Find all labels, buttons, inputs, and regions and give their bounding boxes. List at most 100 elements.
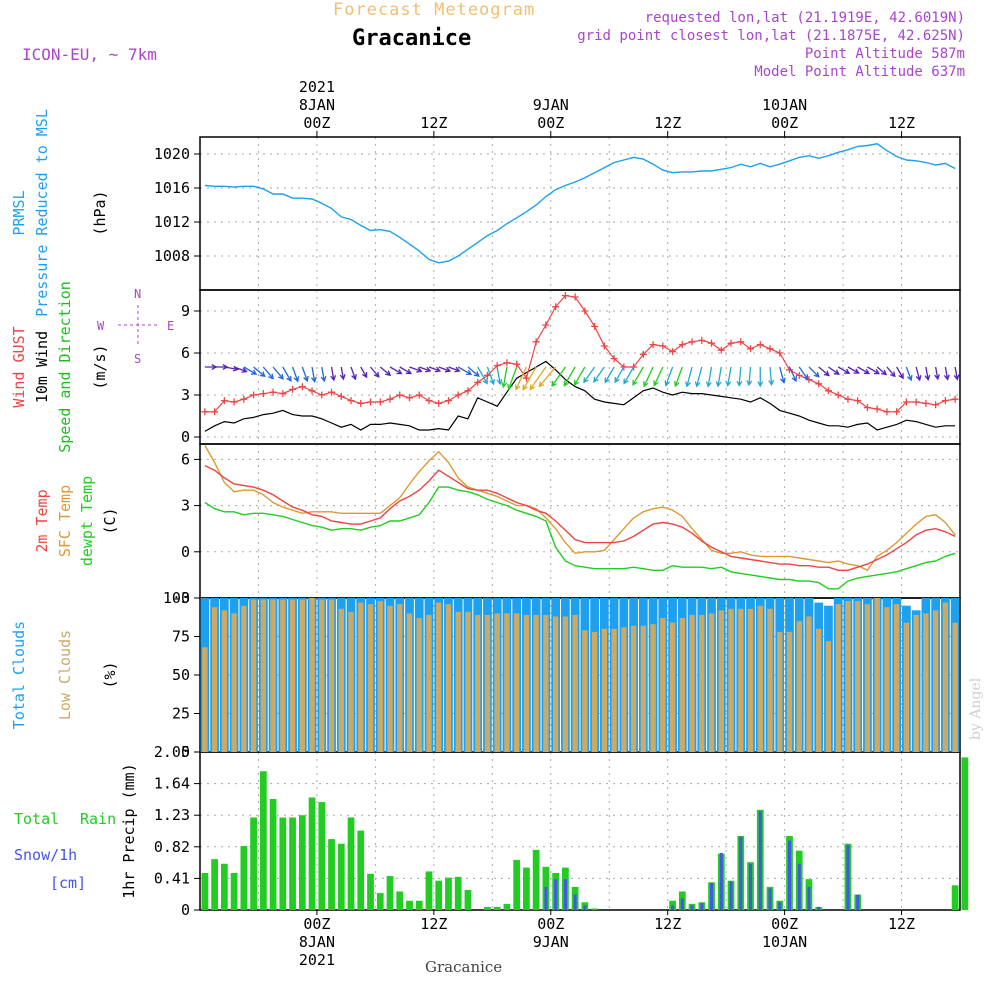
gust-marker bbox=[698, 336, 706, 344]
wind-direction-arrow bbox=[867, 366, 881, 375]
wind-gust-line bbox=[204, 294, 956, 413]
wind-direction-arrow bbox=[705, 366, 713, 388]
low-cloud-bar bbox=[660, 618, 666, 752]
low-cloud-bar bbox=[835, 604, 841, 752]
wind-direction-arrow bbox=[746, 366, 753, 387]
wind-direction-arrow bbox=[614, 366, 625, 384]
wind-direction-arrow bbox=[538, 366, 557, 388]
wind-direction-arrow bbox=[253, 366, 266, 378]
wind-direction-arrow bbox=[653, 366, 664, 387]
gust-marker bbox=[776, 349, 784, 357]
bottom-axis-hour: 00Z bbox=[771, 915, 798, 933]
gust-marker bbox=[250, 391, 258, 399]
wind-direction-arrow bbox=[623, 366, 635, 385]
rain-bar bbox=[230, 873, 238, 910]
snow-bar bbox=[768, 888, 772, 910]
rain-bar bbox=[513, 859, 521, 910]
gust-marker bbox=[522, 374, 530, 382]
rain-bar bbox=[357, 830, 365, 910]
gust-marker bbox=[532, 338, 540, 346]
rain-bar bbox=[211, 859, 218, 910]
gust-marker bbox=[357, 399, 365, 407]
gust-marker bbox=[659, 342, 667, 350]
snow-bar bbox=[797, 863, 801, 910]
gust-marker bbox=[415, 391, 423, 399]
rain-bar bbox=[201, 873, 209, 910]
y-tick-label: 25 bbox=[172, 705, 190, 723]
snow-bar bbox=[856, 894, 860, 910]
low-cloud-bar bbox=[299, 599, 305, 752]
rain-bar bbox=[484, 906, 491, 910]
wind-direction-arrow bbox=[339, 366, 346, 381]
gust-marker bbox=[610, 355, 618, 363]
rain-bar bbox=[308, 797, 316, 910]
low-cloud-bar bbox=[513, 613, 520, 752]
y-tick-label: 0.82 bbox=[154, 838, 190, 856]
gust-marker bbox=[873, 405, 881, 413]
snow-bar bbox=[758, 811, 762, 910]
snow-bar bbox=[680, 898, 684, 910]
gust-marker bbox=[649, 341, 657, 349]
snow-bar bbox=[554, 879, 558, 910]
gust-marker bbox=[727, 339, 735, 347]
rain-bar bbox=[250, 817, 257, 910]
wind-direction-arrow bbox=[837, 366, 851, 374]
wind-direction-arrow bbox=[664, 366, 674, 387]
low-cloud-bar bbox=[562, 616, 569, 752]
gust-marker bbox=[815, 380, 823, 388]
gust-marker bbox=[893, 408, 901, 416]
compass-east: E bbox=[167, 319, 174, 333]
y-tick-label: 9 bbox=[181, 302, 190, 320]
model-label: ICON-EU, ~ 7km bbox=[22, 45, 157, 64]
low-cloud-bar bbox=[728, 608, 734, 752]
gust-marker bbox=[425, 397, 433, 405]
wind-direction-arrow bbox=[320, 366, 327, 383]
y-tick-label: 1008 bbox=[154, 247, 190, 265]
gust-marker bbox=[591, 322, 599, 330]
low-cloud-bar bbox=[611, 628, 617, 752]
compass-cross bbox=[118, 305, 158, 347]
low-cloud-bar bbox=[367, 604, 374, 752]
bottom-axis-date: 8JAN bbox=[299, 933, 335, 951]
gust-marker bbox=[376, 398, 384, 406]
wind-direction-arrow bbox=[953, 366, 960, 381]
gust-marker bbox=[863, 404, 871, 412]
top-axis-hour: 00Z bbox=[537, 114, 564, 132]
wind-10m-label: 10m Wind bbox=[33, 331, 51, 403]
low-cloud-bar bbox=[416, 618, 422, 752]
gust-marker bbox=[435, 399, 443, 407]
low-cloud-bar bbox=[630, 625, 637, 752]
rain-bar bbox=[259, 771, 267, 910]
gust-marker bbox=[474, 378, 482, 386]
rain-bar bbox=[328, 839, 335, 910]
snow-bar bbox=[671, 905, 675, 910]
low-clouds-label: Low Clouds bbox=[56, 630, 74, 720]
wind-direction-arrow bbox=[694, 366, 703, 388]
rain-bar bbox=[347, 817, 355, 910]
panel-frame bbox=[199, 289, 961, 445]
gust-marker bbox=[805, 376, 813, 384]
low-cloud-bar bbox=[708, 613, 715, 752]
snow-bar bbox=[749, 863, 753, 910]
low-cloud-bar bbox=[699, 614, 705, 752]
wind-direction-arrow bbox=[204, 364, 218, 370]
gust-marker bbox=[951, 395, 959, 403]
gust-marker bbox=[220, 397, 228, 405]
wind-direction-arrow bbox=[905, 366, 913, 382]
low-cloud-bar bbox=[348, 611, 354, 752]
low-cloud-bar bbox=[241, 605, 247, 752]
low-cloud-bar bbox=[796, 621, 802, 752]
gust-marker bbox=[669, 348, 677, 356]
grid-point-coords: grid point closest lon,lat (21.1875E, 42… bbox=[577, 28, 965, 44]
rain-bar bbox=[425, 871, 433, 910]
top-axis-date: 10JAN bbox=[762, 96, 807, 114]
low-cloud-bar bbox=[338, 608, 344, 752]
low-cloud-bar bbox=[952, 622, 958, 752]
wind-direction-arrow bbox=[573, 366, 586, 386]
rain-bar bbox=[445, 877, 452, 910]
rain-bar bbox=[406, 900, 413, 910]
gust-marker bbox=[941, 397, 949, 405]
compass-south: S bbox=[134, 352, 141, 366]
wind-direction-arrow bbox=[428, 366, 442, 373]
wind-direction-arrow bbox=[350, 366, 357, 381]
